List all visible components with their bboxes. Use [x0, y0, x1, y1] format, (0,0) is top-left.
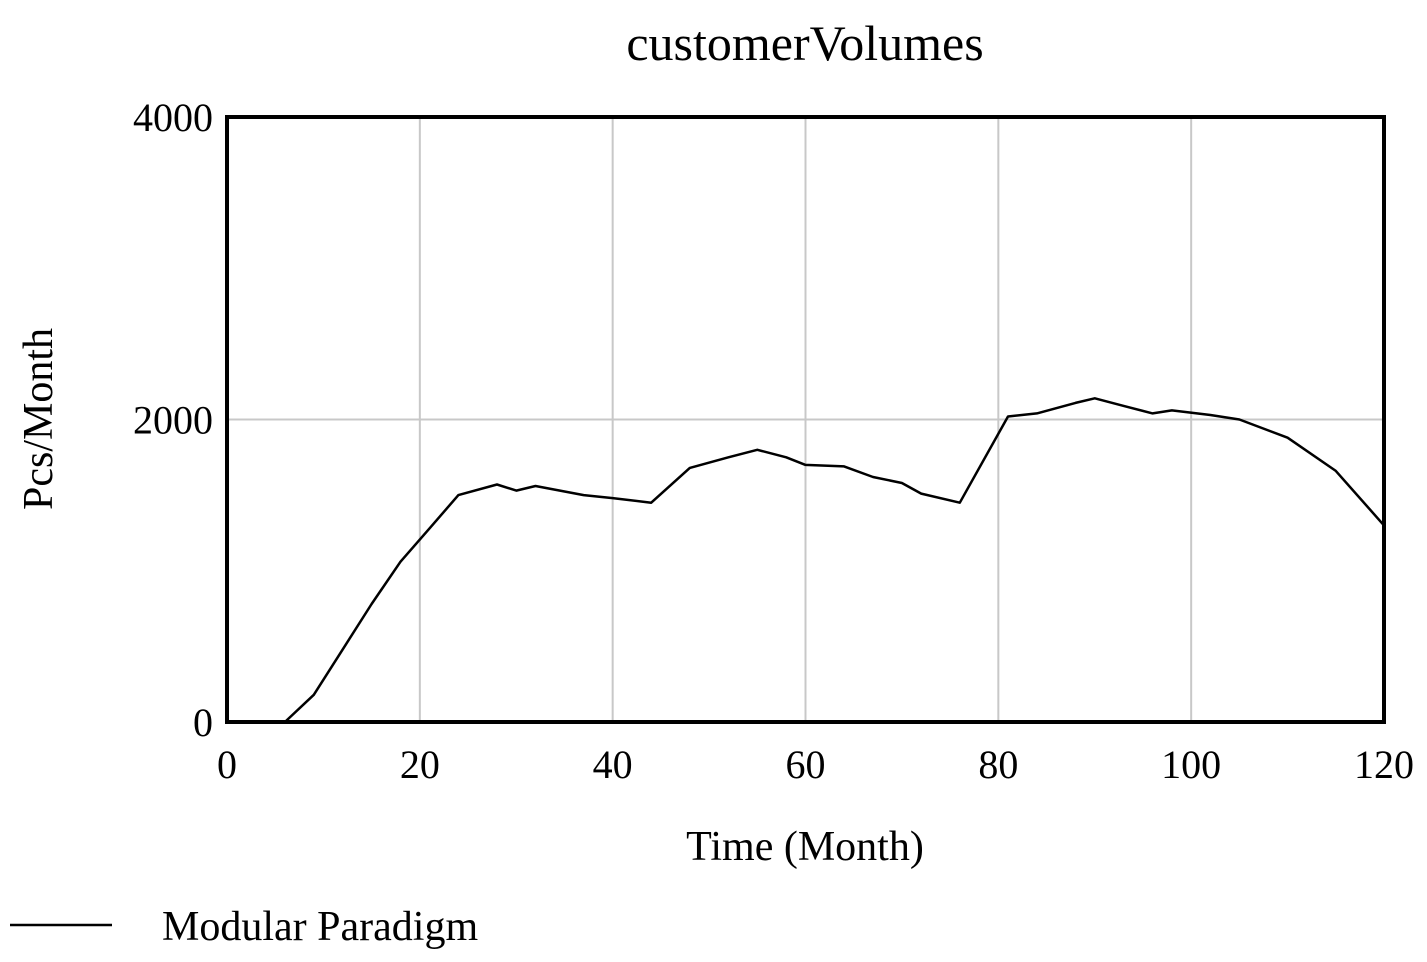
y-axis-label: Pcs/Month	[16, 328, 62, 510]
grid	[227, 117, 1384, 722]
y-tick-label: 0	[193, 700, 213, 745]
chart-title: customerVolumes	[626, 15, 983, 71]
legend-label-modular-paradigm: Modular Paradigm	[162, 904, 478, 950]
x-tick-label: 100	[1161, 742, 1221, 787]
series-lines	[227, 397, 1385, 724]
legend: Modular Paradigm	[10, 904, 478, 950]
x-axis-label: Time (Month)	[686, 824, 924, 870]
series-line-modular-paradigm	[227, 397, 1385, 724]
y-tick-labels: 0 2000 4000	[133, 95, 213, 745]
x-tick-label: 20	[400, 742, 440, 787]
x-tick-label: 80	[978, 742, 1018, 787]
x-tick-label: 120	[1354, 742, 1414, 787]
y-tick-label: 2000	[133, 398, 213, 443]
plot-frame	[225, 115, 1386, 724]
x-tick-labels: 0 20 40 60 80 100 120	[217, 742, 1414, 787]
x-tick-label: 0	[217, 742, 237, 787]
x-tick-label: 40	[593, 742, 633, 787]
y-tick-label: 4000	[133, 95, 213, 140]
x-tick-label: 60	[786, 742, 826, 787]
